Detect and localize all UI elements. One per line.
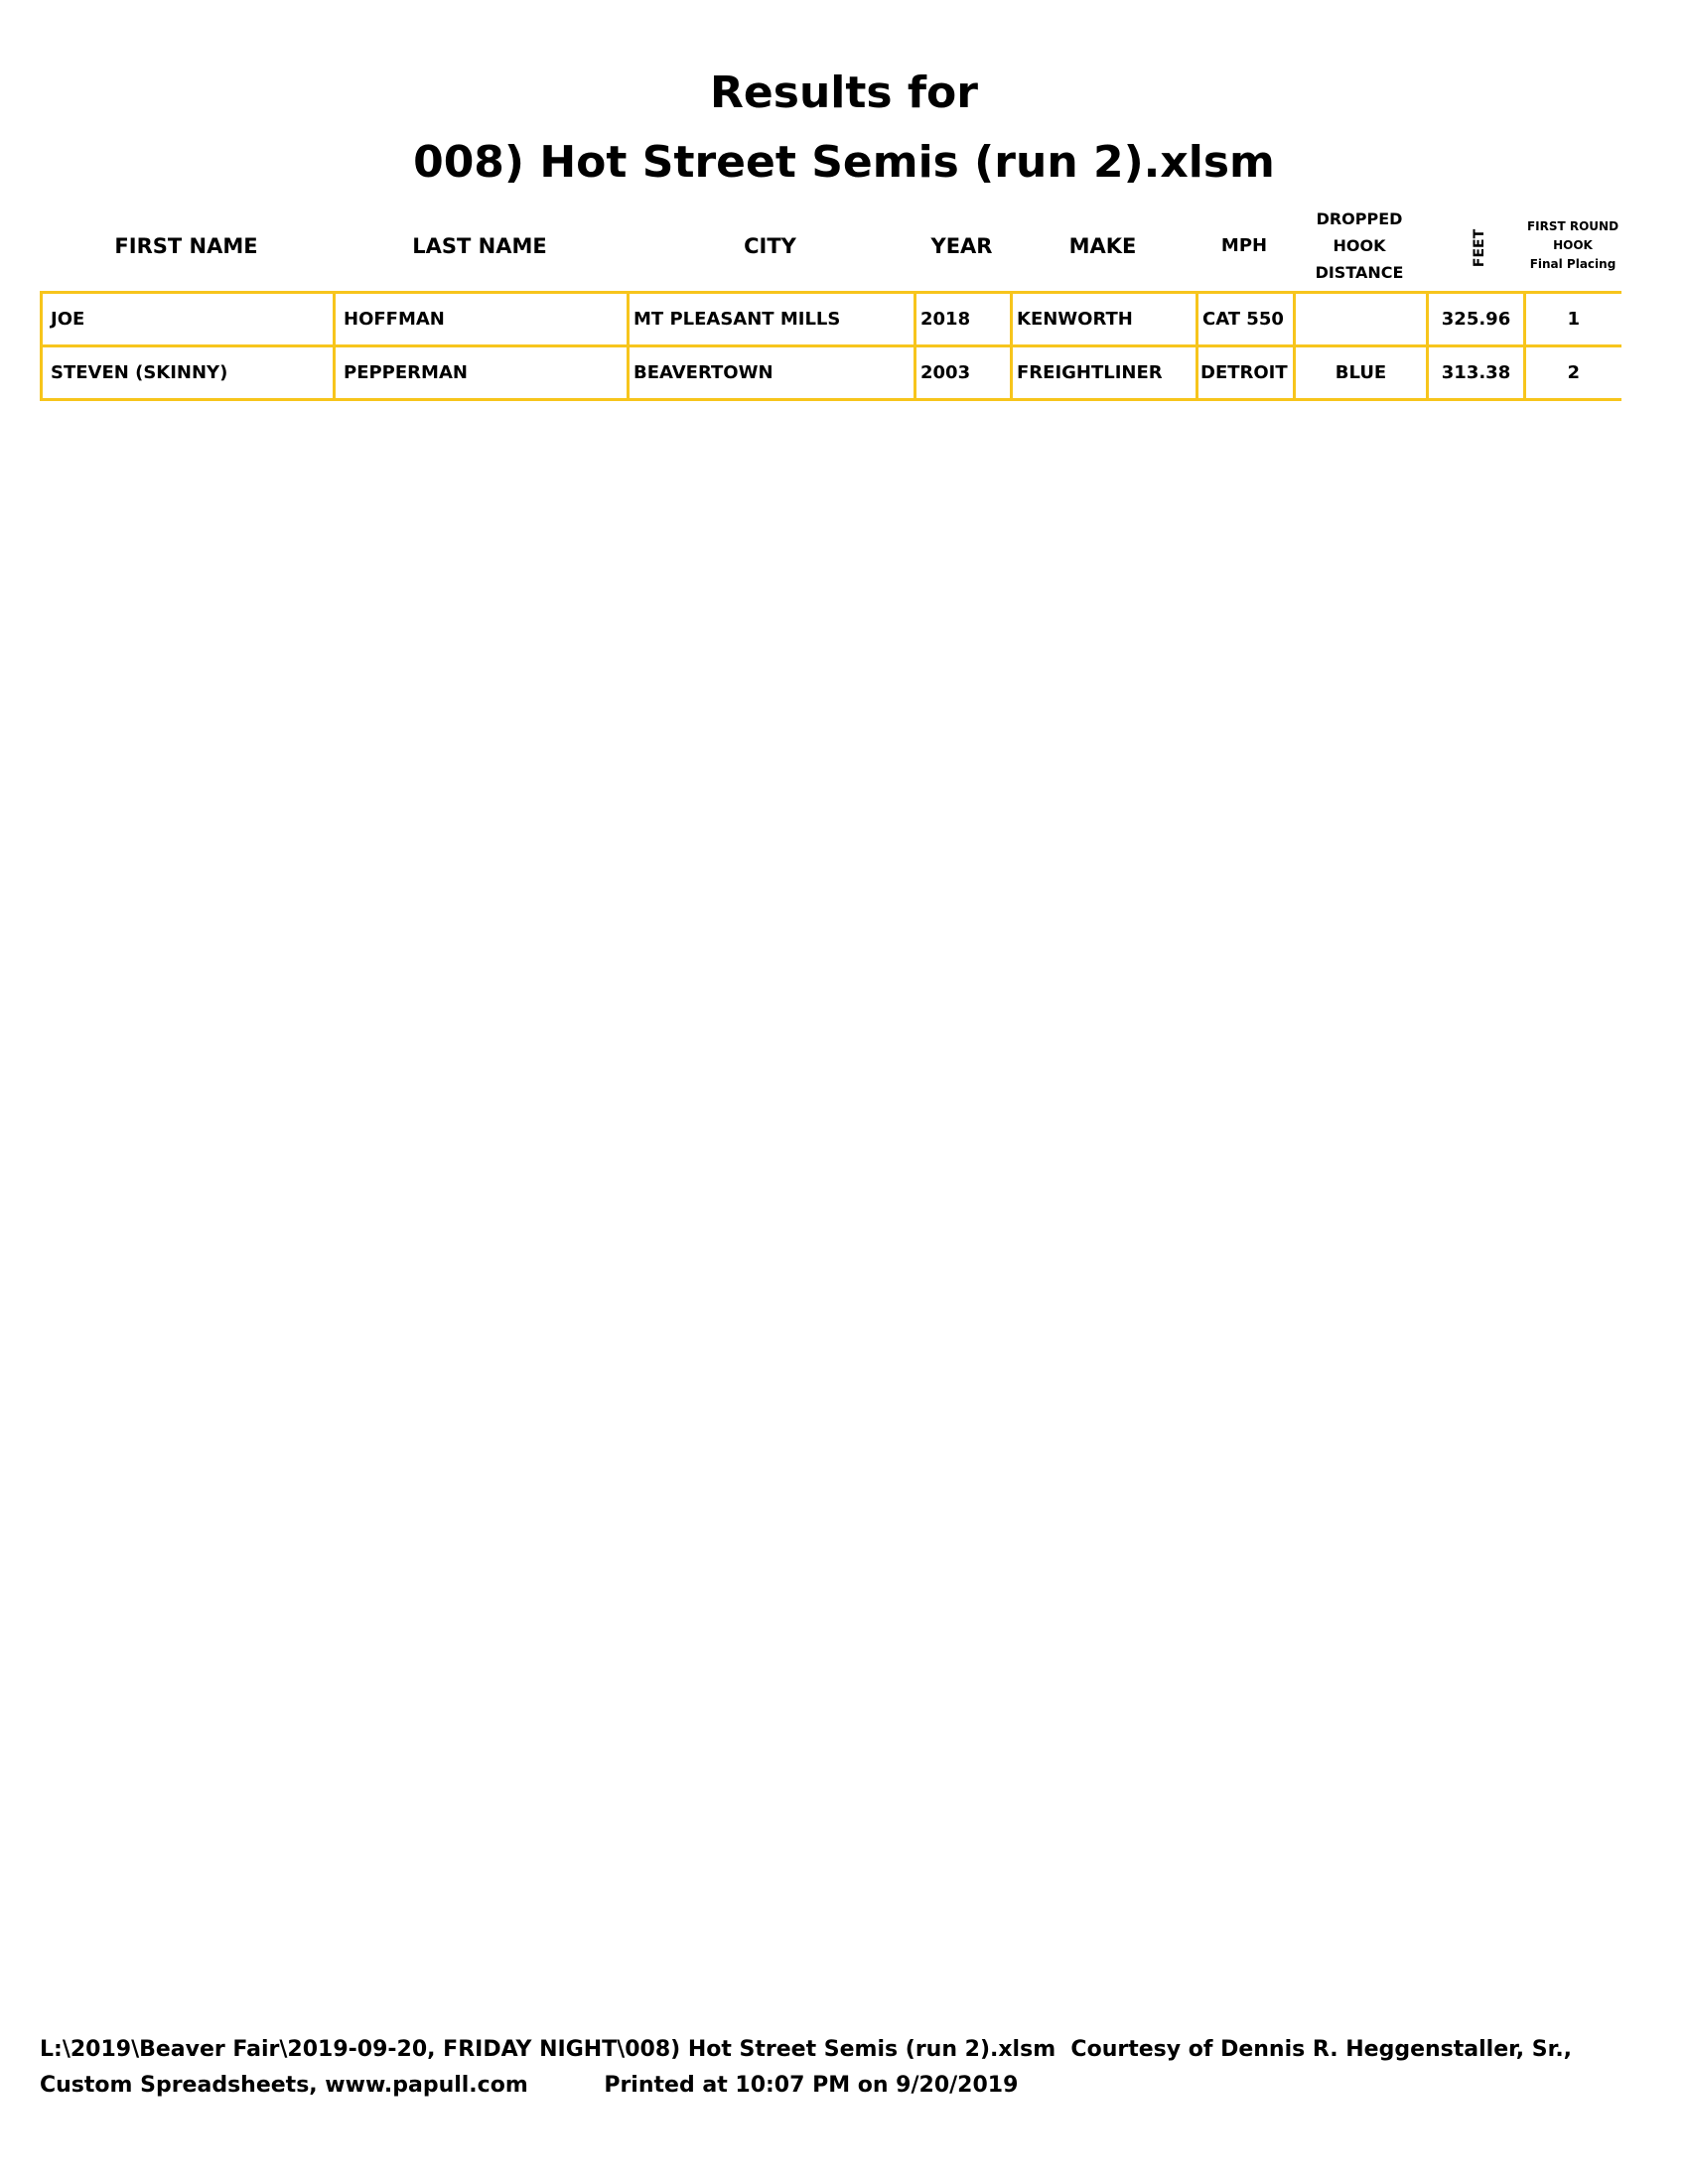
cell-mph: CAT 550 (1196, 291, 1296, 347)
header-final-placing: FIRST ROUND HOOK Final Placing (1526, 219, 1619, 271)
cell-feet: 325.96 (1426, 291, 1526, 347)
cell-dropped-hook-distance (1293, 291, 1429, 347)
cell-final-placing: 2 (1523, 344, 1621, 401)
cell-year: 2018 (914, 291, 1013, 347)
header-dropped-hook-distance: DROPPED HOOK DISTANCE (1315, 209, 1404, 282)
table-row: STEVEN (SKINNY) PEPPERMAN BEAVERTOWN 200… (40, 344, 1621, 401)
footer-printed-info: Custom Spreadsheets, www.papull.com Prin… (40, 2073, 1019, 2098)
header-make: MAKE (1068, 233, 1137, 258)
cell-make: FREIGHTLINER (1010, 344, 1198, 401)
cell-make: KENWORTH (1010, 291, 1198, 347)
header-last-name: LAST NAME (412, 233, 547, 258)
header-first-name: FIRST NAME (114, 233, 258, 258)
cell-final-placing: 1 (1523, 291, 1621, 347)
cell-first-name: STEVEN (SKINNY) (40, 344, 336, 401)
header-year: YEAR (930, 233, 993, 258)
cell-first-name: JOE (40, 291, 336, 347)
cell-last-name: PEPPERMAN (333, 344, 630, 401)
header-mph: MPH (1220, 235, 1268, 256)
cell-city: MT PLEASANT MILLS (627, 291, 916, 347)
table-row: JOE HOFFMAN MT PLEASANT MILLS 2018 KENWO… (40, 291, 1621, 347)
cell-mph: DETROIT (1196, 344, 1296, 401)
cell-dropped-hook-distance: BLUE (1293, 344, 1429, 401)
header-city: CITY (744, 233, 796, 258)
cell-city: BEAVERTOWN (627, 344, 916, 401)
header-feet: FEET (1472, 228, 1487, 268)
footer-file-path: L:\2019\Beaver Fair\2019-09-20, FRIDAY N… (40, 2037, 1573, 2062)
cell-last-name: HOFFMAN (333, 291, 630, 347)
page-title: Results for (710, 68, 978, 118)
cell-feet: 313.38 (1426, 344, 1526, 401)
results-table: JOE HOFFMAN MT PLEASANT MILLS 2018 KENWO… (40, 291, 1621, 401)
page-subtitle: 008) Hot Street Semis (run 2).xlsm (413, 137, 1275, 188)
cell-year: 2003 (914, 344, 1013, 401)
